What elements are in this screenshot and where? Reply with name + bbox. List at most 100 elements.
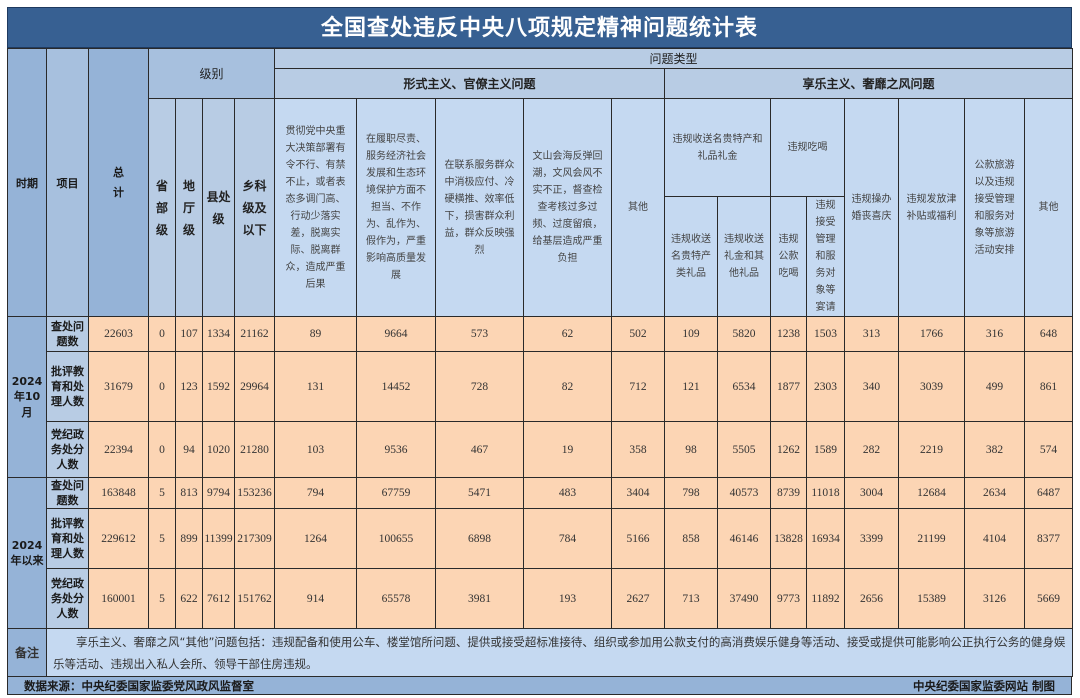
value-cell: 11018 (806, 477, 846, 509)
value-cell: 6487 (1024, 477, 1074, 509)
value-cell: 6534 (717, 351, 772, 422)
header-dining-banquets: 违规接受管理和服务对象等宴请 (806, 196, 846, 317)
value-cell: 22603 (88, 316, 149, 352)
table-row: 2024年以来 查处问题数 163848 5 813 9794 153236 794 67759… (7, 477, 1074, 629)
value-cell: 3126 (964, 568, 1026, 629)
value-cell: 2656 (844, 568, 900, 629)
value-cell: 712 (611, 351, 666, 422)
header-weddings-funerals: 违规操办婚丧喜庆 (844, 98, 900, 317)
value-cell: 29964 (233, 351, 276, 422)
value-cell: 3981 (435, 568, 525, 629)
value-cell: 103 (274, 421, 358, 478)
header-formalism-col-4: 文山会海反弹回潮，文风会风不实不正，督查检查考核过多过频、过度留痕，给基层造成严… (523, 98, 613, 317)
value-cell: 121 (664, 351, 719, 422)
value-cell: 573 (435, 316, 525, 352)
value-cell: 6898 (435, 508, 525, 569)
header-problem-type: 问题类型 (274, 48, 1074, 69)
credit: 中央纪委国家监委网站 制图 (912, 678, 1055, 693)
value-cell: 313 (844, 316, 900, 352)
value-cell: 5669 (1024, 568, 1074, 629)
value-cell: 1334 (202, 316, 235, 352)
value-cell: 340 (844, 351, 900, 422)
value-cell: 109 (664, 316, 719, 352)
value-cell: 798 (664, 477, 719, 509)
value-cell: 217309 (233, 508, 276, 569)
value-cell: 3404 (611, 477, 666, 509)
value-cell: 316 (964, 316, 1026, 352)
value-cell: 19 (523, 421, 613, 478)
value-cell: 7612 (202, 568, 235, 629)
value-cell: 163848 (88, 477, 149, 509)
value-cell: 813 (175, 477, 203, 509)
value-cell: 131 (274, 351, 358, 422)
value-cell: 1264 (274, 508, 358, 569)
header-level: 级别 (147, 48, 276, 99)
value-cell: 21280 (233, 421, 276, 478)
value-cell: 1238 (770, 316, 808, 352)
header-level-provincial: 省部级 (148, 98, 176, 317)
value-cell: 2634 (964, 477, 1026, 509)
header-level-county: 县处级 (202, 98, 235, 317)
item-cell: 查处问题数 (46, 477, 89, 509)
value-cell: 31679 (88, 351, 149, 422)
value-cell: 2303 (806, 351, 846, 422)
header-hedonism-other: 其他 (1024, 98, 1074, 317)
header-gifts-cash: 违规收送礼金和其他礼品 (717, 196, 772, 317)
value-cell: 22394 (88, 421, 149, 478)
value-cell: 5 (148, 568, 176, 629)
header-total: 总计 (88, 48, 149, 317)
value-cell: 0 (148, 351, 176, 422)
value-cell: 15389 (898, 568, 966, 629)
value-cell: 153236 (233, 477, 276, 509)
header-allowances: 违规发放津补贴或福利 (898, 98, 966, 317)
value-cell: 65578 (356, 568, 437, 629)
period-cell: 2024年10月 (7, 316, 47, 478)
header-hedonism: 享乐主义、奢靡之风问题 (664, 68, 1074, 99)
value-cell: 1503 (806, 316, 846, 352)
table-title: 全国查处违反中央八项规定精神问题统计表 (7, 7, 1072, 48)
value-cell: 151762 (233, 568, 276, 629)
value-cell: 1766 (898, 316, 966, 352)
value-cell: 728 (435, 351, 525, 422)
header-item: 项目 (46, 48, 89, 317)
period-cell: 2024年以来 (7, 477, 47, 629)
value-cell: 794 (274, 477, 358, 509)
value-cell: 123 (175, 351, 203, 422)
item-cell: 查处问题数 (46, 316, 89, 352)
header-level-township: 乡科级及以下 (233, 98, 276, 317)
value-cell: 40573 (717, 477, 772, 509)
value-cell: 5471 (435, 477, 525, 509)
value-cell: 9536 (356, 421, 437, 478)
value-cell: 89 (274, 316, 358, 352)
value-cell: 2219 (898, 421, 966, 478)
value-cell: 648 (1024, 316, 1074, 352)
statistics-table: 时期 项目 总计 级别 问题类型 形式主义、官僚主义问题 享乐主义、奢靡之风问题… (7, 48, 1074, 677)
value-cell: 21162 (233, 316, 276, 352)
value-cell: 62 (523, 316, 613, 352)
value-cell: 5505 (717, 421, 772, 478)
value-cell: 861 (1024, 351, 1074, 422)
value-cell: 193 (523, 568, 613, 629)
value-cell: 899 (175, 508, 203, 569)
value-cell: 914 (274, 568, 358, 629)
item-cell: 批评教育和处理人数 (46, 351, 89, 422)
value-cell: 0 (148, 421, 176, 478)
header-formalism-col-1: 贯彻党中央重大决策部署有令不行、有禁不止，或者表态多调门高、行动少落实差，脱离实… (274, 98, 358, 317)
value-cell: 12684 (898, 477, 966, 509)
value-cell: 5 (148, 508, 176, 569)
value-cell: 82 (523, 351, 613, 422)
value-cell: 8377 (1024, 508, 1074, 569)
item-cell: 批评教育和处理人数 (46, 508, 89, 569)
value-cell: 858 (664, 508, 719, 569)
value-cell: 21199 (898, 508, 966, 569)
value-cell: 67759 (356, 477, 437, 509)
value-cell: 3399 (844, 508, 900, 569)
header-travel: 公款旅游以及违规接受管理和服务对象等旅游活动安排 (964, 98, 1026, 317)
header-level-prefectural: 地厅级 (175, 98, 203, 317)
footer: 数据来源：中央纪委国家监委党风政风监督室 中央纪委国家监委网站 制图 (7, 677, 1072, 695)
value-cell: 1592 (202, 351, 235, 422)
value-cell: 229612 (88, 508, 149, 569)
header-formalism: 形式主义、官僚主义问题 (274, 68, 666, 99)
value-cell: 8739 (770, 477, 808, 509)
header-formalism-other: 其他 (611, 98, 666, 317)
